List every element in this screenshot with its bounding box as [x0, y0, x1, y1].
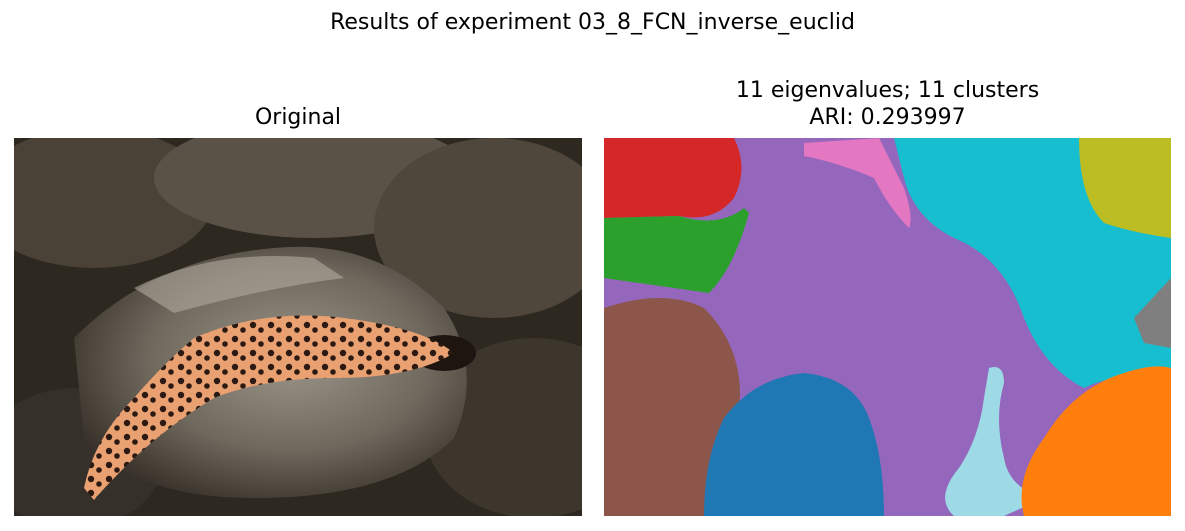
cluster-region-gray [1134, 278, 1171, 348]
segmentation-panel-title: 11 eigenvalues; 11 clusters ARI: 0.29399… [604, 77, 1171, 131]
segmentation-title-line-1: 11 eigenvalues; 11 clusters [735, 78, 1040, 103]
original-panel-title: Original [254, 105, 342, 130]
segmentation-title-line-2: ARI: 0.293997 [809, 105, 966, 130]
cluster-region-pink [804, 138, 911, 228]
cluster-region-orange [1021, 366, 1171, 516]
segmentation-map-drawing [604, 138, 1171, 516]
figure-suptitle: Results of experiment 03_8_FCN_inverse_e… [330, 10, 855, 35]
original-image-drawing [14, 138, 582, 516]
cluster-region-blue [704, 373, 884, 516]
cluster-region-green [604, 208, 749, 293]
segmentation-map [604, 138, 1171, 516]
cluster-region-red [604, 138, 742, 218]
original-image [14, 138, 582, 516]
cluster-region-olive [1079, 138, 1171, 238]
cluster-region-brown [604, 298, 740, 516]
cluster-region-lightcyan [945, 367, 1044, 516]
